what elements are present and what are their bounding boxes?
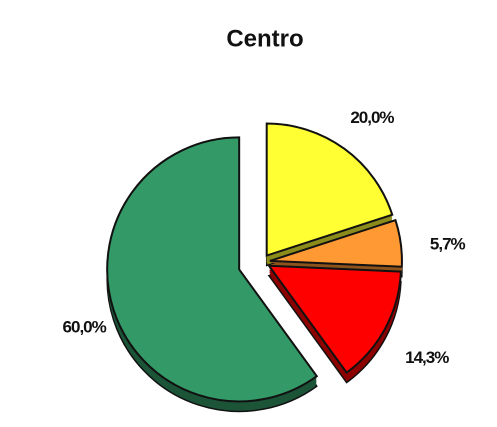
data-label: 5,7% (430, 234, 466, 253)
data-label: 20,0% (350, 108, 394, 127)
slice (269, 218, 403, 268)
slice (267, 264, 402, 374)
data-label: 14,3% (405, 348, 449, 367)
chart-title: Centro (226, 25, 303, 52)
slice (106, 136, 319, 403)
data-label: 60,0% (63, 317, 107, 336)
slice (265, 122, 394, 257)
